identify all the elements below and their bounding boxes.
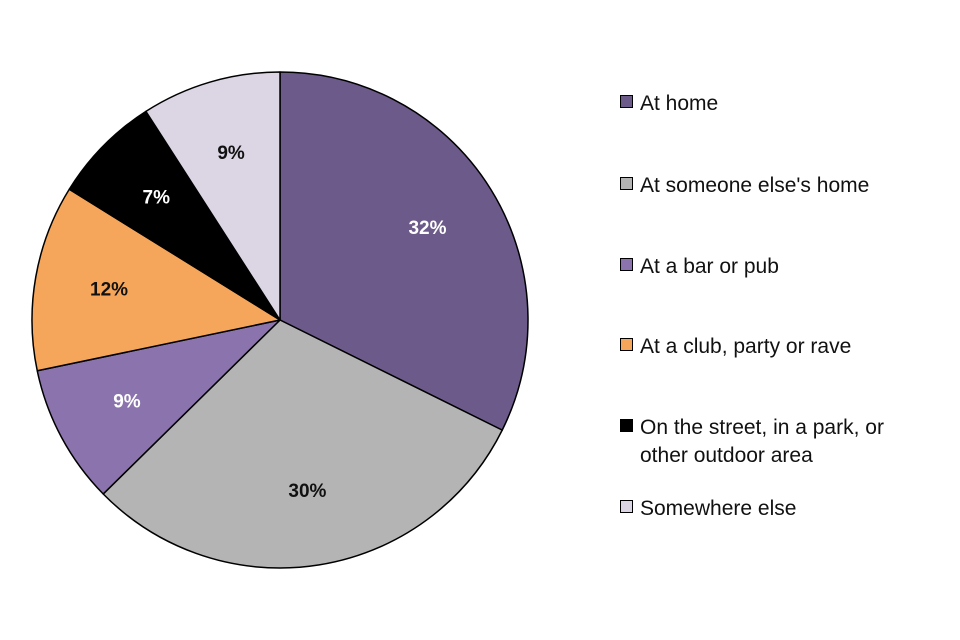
- legend-label: Somewhere else: [640, 497, 797, 520]
- legend-item: On the street, in a park, or other outdo…: [620, 414, 950, 470]
- pie-slice: [68, 110, 281, 321]
- pie-data-label: 9%: [113, 391, 141, 412]
- pie-chart: 32% 30% 9% 12% 7% 9%: [31, 71, 529, 569]
- pie-slice: [36, 319, 281, 495]
- legend-item: Somewhere else: [620, 495, 950, 523]
- pie-data-label: 12%: [90, 279, 128, 300]
- legend-item: At a club, party or rave: [620, 333, 950, 361]
- pie-slice: [279, 71, 529, 431]
- legend-label: At someone else's home: [640, 174, 870, 197]
- legend-item: At someone else's home: [620, 172, 950, 200]
- pie-slice: [145, 71, 281, 321]
- pie-data-labels: 32% 30% 9% 12% 7% 9%: [90, 143, 447, 502]
- legend-item: At a bar or pub: [620, 253, 950, 281]
- legend-label: At a bar or pub: [640, 255, 779, 278]
- legend-swatch: [620, 500, 633, 513]
- legend-swatch: [620, 95, 633, 108]
- pie-data-label: 7%: [143, 188, 171, 209]
- legend-label: At home: [640, 92, 719, 115]
- legend-swatch: [620, 338, 633, 351]
- legend-label: At a club, party or rave: [640, 335, 852, 358]
- pie-slice: [31, 188, 281, 372]
- legend-item: At home: [620, 90, 950, 118]
- pie-slice: [102, 319, 503, 569]
- legend-swatch: [620, 419, 633, 432]
- legend-label: On the street, in a park, or other outdo…: [640, 416, 884, 467]
- pie-data-label: 9%: [217, 143, 245, 164]
- legend-swatch: [620, 258, 633, 271]
- legend-swatch: [620, 177, 633, 190]
- pie-data-label: 30%: [288, 481, 326, 502]
- pie-slices: [31, 71, 529, 569]
- pie-data-label: 32%: [408, 218, 446, 239]
